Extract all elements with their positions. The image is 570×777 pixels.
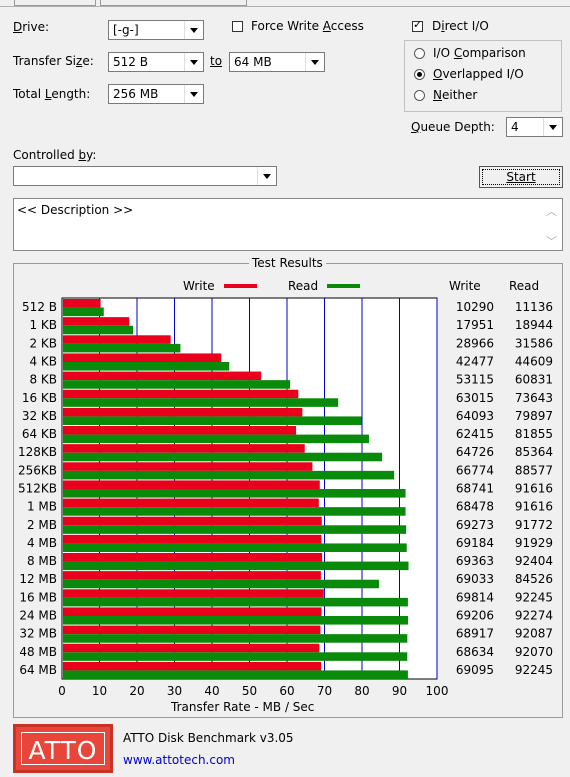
chevron-down-icon[interactable]	[257, 167, 276, 185]
column-header-write: Write	[449, 279, 481, 293]
legend-write-swatch	[224, 284, 257, 288]
controlled-by-select[interactable]	[13, 166, 277, 186]
total-length-select[interactable]: 256 MB	[108, 84, 204, 104]
x-axis-label: Transfer Rate - MB / Sec	[171, 700, 315, 714]
scroll-up-icon[interactable]: ︿	[546, 205, 557, 218]
website-link[interactable]: www.attotech.com	[123, 753, 235, 767]
controlled-by-label: Controlled by:	[13, 148, 97, 162]
total-length-value: 256 MB	[113, 87, 159, 101]
description-text: << Description >>	[17, 203, 134, 217]
neither-radio[interactable]	[414, 90, 425, 101]
column-header-read: Read	[509, 279, 540, 293]
queue-depth-label: Queue Depth:	[411, 120, 495, 134]
queue-depth-value: 4	[511, 120, 519, 134]
io-comparison-radio[interactable]	[414, 48, 425, 59]
force-write-checkbox[interactable]	[232, 21, 243, 32]
overlapped-io-label: Overlapped I/O	[433, 67, 524, 81]
drive-select[interactable]: [-g-]	[108, 20, 204, 40]
transfer-size-to-select[interactable]: 64 MB	[229, 52, 325, 72]
atto-logo: ATTO	[13, 724, 113, 773]
checkmark-icon: ✓	[413, 18, 423, 31]
drive-value: [-g-]	[113, 23, 139, 37]
transfer-size-to-label: to	[210, 54, 223, 68]
top-tab-strip	[0, 0, 570, 7]
force-write-label: Force Write Access	[251, 19, 364, 33]
test-results-frame	[13, 263, 563, 718]
neither-label: Neither	[433, 88, 478, 102]
io-mode-group	[404, 40, 562, 112]
legend-write-label: Write	[183, 279, 215, 293]
start-button-label: Start	[506, 170, 536, 184]
chevron-down-icon[interactable]	[184, 21, 203, 39]
description-box[interactable]: << Description >> ︿ ﹀	[13, 198, 563, 251]
test-results-title: Test Results	[249, 256, 326, 270]
chevron-down-icon[interactable]	[543, 118, 562, 136]
product-name: ATTO Disk Benchmark v3.05	[123, 731, 294, 745]
total-length-label: Total Length:	[13, 87, 91, 101]
transfer-size-to-value: 64 MB	[234, 55, 272, 69]
direct-io-checkbox[interactable]: ✓	[412, 18, 423, 32]
legend-read-swatch	[327, 284, 360, 288]
drive-label: Drive:	[13, 20, 50, 34]
direct-io-label: Direct I/O	[432, 19, 489, 33]
atto-logo-text: ATTO	[28, 736, 98, 765]
queue-depth-select[interactable]: 4	[506, 117, 563, 137]
transfer-size-label: Transfer Size:	[13, 54, 94, 68]
start-button[interactable]: Start	[479, 166, 563, 188]
chevron-down-icon[interactable]	[305, 53, 324, 71]
legend-read-label: Read	[288, 279, 319, 293]
io-comparison-label: I/O Comparison	[433, 46, 526, 60]
chevron-down-icon[interactable]	[184, 85, 203, 103]
chevron-down-icon[interactable]	[184, 53, 203, 71]
transfer-size-from-select[interactable]: 512 B	[108, 52, 204, 72]
transfer-size-from-value: 512 B	[113, 55, 148, 69]
scroll-down-icon[interactable]: ﹀	[546, 235, 557, 248]
overlapped-io-radio[interactable]	[414, 69, 425, 80]
